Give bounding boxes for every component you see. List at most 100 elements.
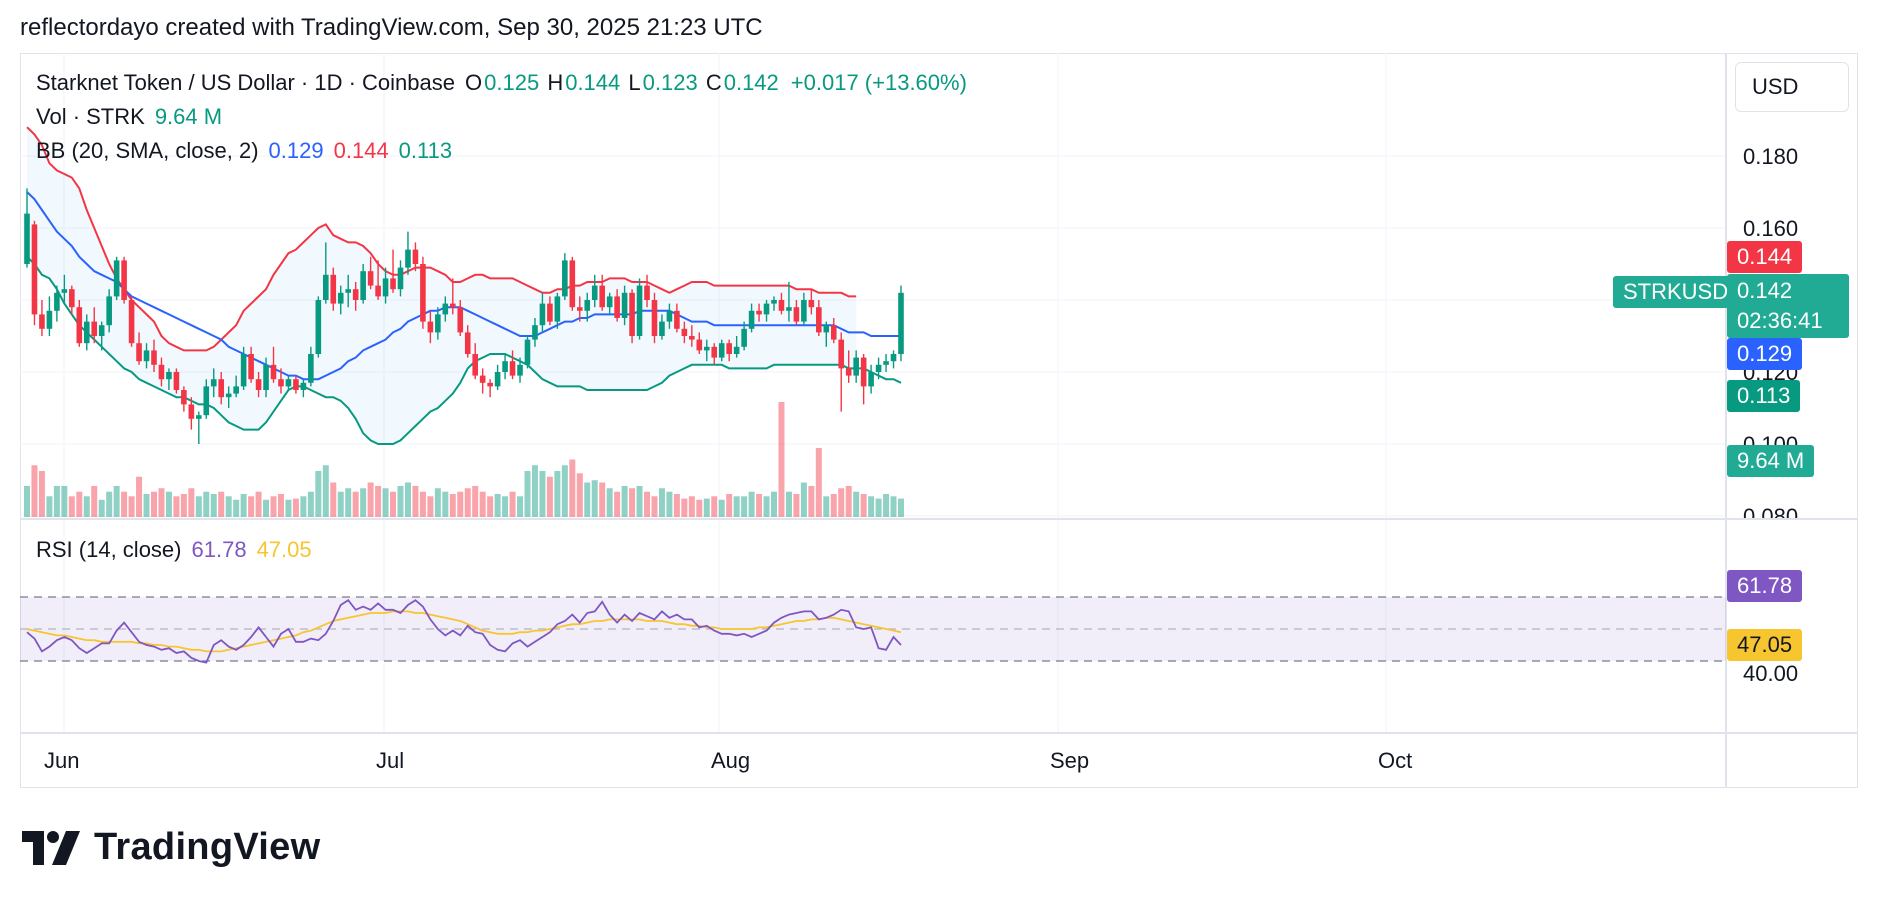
tradingview-logo[interactable]: TradingView [22,826,320,869]
open-label: O [465,70,483,95]
volume-bar [61,485,68,517]
candle-body [225,393,232,398]
volume-bar [487,496,494,517]
candle-body [76,307,83,344]
candle-body [517,364,523,376]
low-label: L [628,70,641,95]
volume-bar [98,499,105,517]
candle-body [509,361,516,376]
volume-bar [636,485,643,517]
candle-body [360,271,366,300]
candle-body [674,310,680,329]
volume-bar [263,499,270,517]
candle-body [158,364,165,380]
candle-body [128,300,135,344]
volume-bar [106,491,113,517]
volume-bar [472,485,479,517]
candle-body [681,328,688,336]
candle-body [539,303,546,326]
volume-bar [158,488,165,517]
volume-bar [375,485,382,517]
candle-body [584,300,591,311]
volume-bar [442,491,449,517]
candle-body [113,260,120,297]
volume-bar [681,498,688,517]
volume-bar [38,471,45,517]
volume-bar [307,491,314,517]
volume-bar [46,496,53,517]
volume-bar [748,491,755,517]
symbol-title[interactable]: Starknet Token / US Dollar · 1D · Coinba… [36,70,455,95]
candle-body [83,321,90,344]
high-label: H [547,70,564,95]
candle-body [248,354,254,380]
candle-body [196,415,202,419]
candle-body [464,332,471,354]
candle-body [576,307,583,311]
candle-body [524,339,531,365]
volume-bar [561,465,568,517]
price-tick-0080: 0.080 [1743,504,1799,518]
volume-bar [897,498,904,517]
candle-body [644,285,650,300]
candle-body [136,343,142,362]
volume-bar [524,471,531,517]
volume-bar [554,471,561,517]
rsi-ma-value: 47.05 [256,537,312,562]
volume-bar [315,471,322,517]
candle-body [323,274,329,300]
price-tick-0180: 0.180 [1743,144,1799,169]
currency-button[interactable]: USD [1735,62,1849,112]
volume-bar [815,448,822,517]
rsi-tick-40: 40.00 [1743,661,1799,686]
candle-body [823,325,830,333]
volume-bar [845,485,852,517]
candle-body [218,379,225,398]
volume-bar [733,496,740,517]
candle-body [741,328,747,347]
volume-bar [666,491,673,517]
volume-bar [883,494,890,517]
candle-body [91,321,98,336]
volume-bar [576,473,583,517]
candle-body [330,274,337,304]
volume-bar [591,480,598,517]
candle-body [151,350,157,365]
candle-body [61,289,68,293]
rsi-legend: RSI (14, close) 61.78 47.05 [36,537,312,563]
volume-bar [210,494,217,517]
bb-legend: BB (20, SMA, close, 2) 0.129 0.144 0.113 [36,138,452,164]
candle-body [39,314,45,329]
candle-body [435,314,441,333]
bollinger-upper-line [26,126,857,352]
rsi-ma-tag: 47.05 [1727,629,1803,661]
volume-bar [853,491,860,517]
volume-label[interactable]: Vol · STRK [36,104,145,129]
volume-bar [763,496,770,517]
change-value: +0.017 (+13.60%) [790,70,967,95]
volume-bar [711,496,718,517]
candle-body [845,368,852,376]
volume-bar [606,488,613,517]
candle-body [606,296,613,308]
volume-bar [718,499,725,517]
volume-bar [360,488,367,517]
volume-bar [203,491,210,517]
candle-body [562,260,568,297]
rsi-label[interactable]: RSI (14, close) [36,537,182,562]
price-tick-0160: 0.160 [1743,216,1799,241]
volume-bar [726,494,733,517]
volume-bar [173,496,180,517]
volume-bar [352,491,359,517]
candle-body [293,379,299,390]
low-value: 0.123 [642,70,698,95]
candle-body [748,310,755,329]
volume-bar [868,496,875,517]
candle-body [554,296,561,322]
volume-bar [240,494,247,517]
candle-body [420,264,426,322]
candle-body [308,354,314,383]
bb-label[interactable]: BB (20, SMA, close, 2) [36,138,259,163]
candle-body [890,354,897,362]
